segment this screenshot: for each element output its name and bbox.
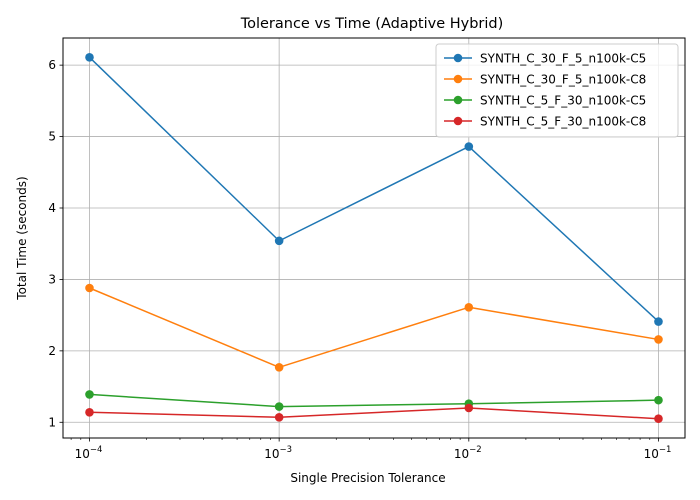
y-tick-label: 3 [48,272,56,286]
x-tick-label: 10−3 [264,445,292,461]
data-point [654,414,663,424]
series-line [89,407,659,420]
x-axis-label: Single Precision Tolerance [290,471,445,485]
legend-swatch-marker [453,116,463,126]
legend-swatch-marker [453,74,463,84]
x-tick-label: 10−2 [454,445,482,461]
y-tick-label: 4 [48,201,56,215]
legend-label: SYNTH_C_30_F_5_n100k-C8 [480,73,646,87]
y-tick-label: 6 [48,58,56,72]
data-point [85,283,94,293]
chart-title: Tolerance vs Time (Adaptive Hybrid) [240,16,504,32]
data-point [654,335,663,344]
y-tick-label: 2 [48,344,56,358]
plot-area-frame [62,37,686,439]
series-points [85,52,663,424]
data-point [464,403,474,413]
data-point [274,362,284,372]
y-axis-label: Total Time (seconds) [15,176,29,300]
legend: SYNTH_C_30_F_5_n100k-C5 SYNTH_C_30_F_5_n1… [435,43,679,138]
legend-frame [435,43,679,138]
data-point [85,407,94,417]
y-axis-ticks: 1 2 3 4 5 6 [48,58,63,429]
data-point [274,412,284,422]
data-point [464,142,474,151]
y-tick-label: 5 [48,130,56,144]
series-lines [88,56,659,420]
data-point [274,402,284,411]
data-point [85,52,94,62]
series-line [89,393,659,408]
series-line [88,56,659,323]
y-tick-label: 1 [48,415,56,429]
legend-swatch-marker [453,95,463,105]
x-tick-label: 10−4 [75,445,103,461]
legend-label: SYNTH_C_30_F_5_n100k-C5 [480,52,646,66]
data-point [654,317,663,326]
data-point [464,302,474,312]
x-tick-label: 10−1 [644,445,672,461]
data-point [85,390,94,399]
data-point [274,236,284,246]
data-point [654,395,663,405]
legend-swatch-marker [453,53,463,63]
x-axis-ticks: 10−4 10−3 10−2 10−1 [70,438,672,461]
legend-label: SYNTH_C_5_F_30_n100k-C5 [480,94,646,108]
legend-label: SYNTH_C_5_F_30_n100k-C8 [480,115,646,129]
series-line [89,287,659,369]
